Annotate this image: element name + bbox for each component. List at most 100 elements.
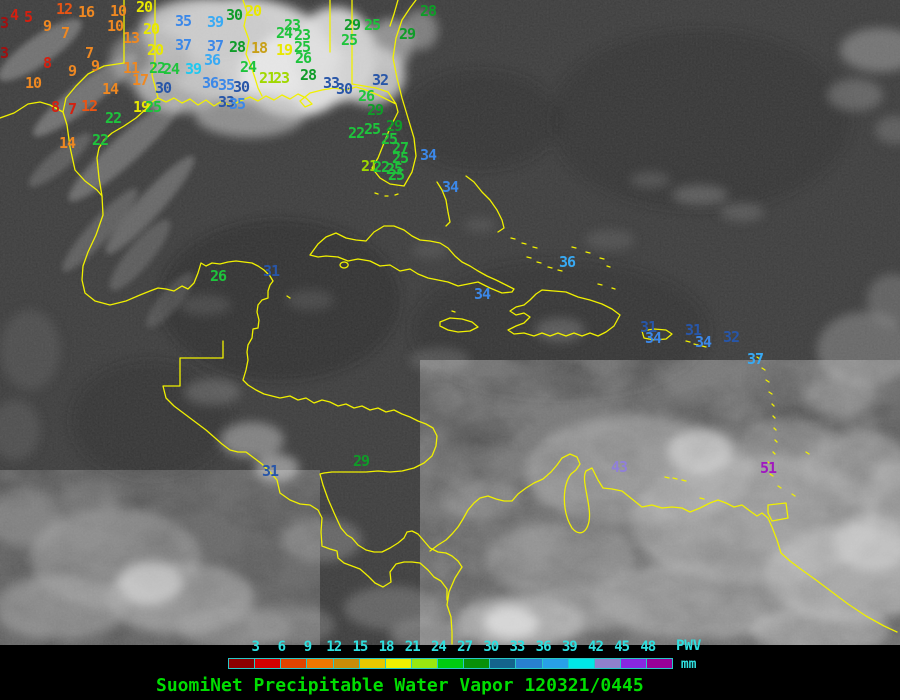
bottom-black-band — [0, 645, 900, 700]
coastline-north-america — [0, 0, 417, 197]
station-value: 8 — [43, 54, 52, 72]
station-value: 39 — [185, 60, 202, 78]
station-value: 28 — [420, 2, 437, 20]
station-value: 18 — [251, 39, 268, 57]
station-value: 5 — [24, 8, 33, 26]
station-value: 11 — [123, 59, 140, 77]
colorbar-segment — [647, 659, 673, 668]
station-value: 10 — [110, 2, 127, 20]
station-value: 23 — [294, 26, 311, 44]
station-value: 3 — [0, 14, 9, 32]
station-value: 3 — [0, 44, 9, 62]
station-value: 7 — [61, 24, 70, 42]
station-value: 37 — [747, 350, 764, 368]
station-value: 24 — [240, 58, 257, 76]
station-value: 23 — [273, 69, 290, 87]
station-value: 23 — [284, 16, 301, 34]
station-value: 30 — [226, 6, 243, 24]
station-value: 31 — [685, 321, 702, 339]
station-value: 14 — [102, 80, 119, 98]
station-value: 22 — [105, 109, 122, 127]
colorbar-segment — [229, 659, 255, 668]
station-value: 30 — [155, 79, 172, 97]
station-value: 30 — [336, 80, 353, 98]
colorbar-segment — [568, 659, 594, 668]
station-value: 26 — [210, 267, 227, 285]
station-value: 29 — [367, 101, 384, 119]
image-grain — [0, 0, 900, 645]
colorbar-segment — [464, 659, 490, 668]
station-value: 32 — [723, 328, 740, 346]
colorbar-unit-pwv: PWV — [676, 638, 702, 654]
station-value: 8 — [51, 98, 60, 116]
colorbar-segment — [594, 659, 620, 668]
station-value: 9 — [43, 17, 52, 35]
station-value: 10 — [107, 17, 124, 35]
colorbar-tick: 39 — [561, 639, 578, 655]
station-value: 17 — [132, 71, 149, 89]
station-value: 29 — [399, 25, 416, 43]
colorbar-segment — [255, 659, 281, 668]
station-value: 13 — [123, 29, 140, 47]
station-value: 21 — [361, 157, 378, 175]
station-value: 22 — [348, 124, 365, 142]
station-value: 22 — [373, 158, 390, 176]
colorbar-tick: 42 — [588, 639, 604, 655]
station-value: 20 — [245, 2, 262, 20]
station-value: 31 — [263, 262, 280, 280]
station-value: 35 — [218, 76, 235, 94]
station-value: 34 — [420, 146, 437, 164]
colorbar-segment — [411, 659, 437, 668]
colorbar-unit-mm: mm — [680, 657, 697, 672]
colorbar-unit: PWV mm — [676, 638, 701, 672]
colorbar-segment — [438, 659, 464, 668]
colorbar-tick: 45 — [614, 639, 630, 655]
colorbar-tick: 15 — [352, 639, 368, 655]
station-value: 28 — [229, 38, 246, 56]
station-value: 7 — [85, 44, 94, 62]
station-value: 30 — [233, 78, 250, 96]
station-value: 4 — [10, 6, 19, 24]
station-value: 36 — [204, 51, 221, 69]
station-value: 25 — [145, 98, 162, 116]
station-value: 19 — [133, 98, 150, 116]
station-value: 37 — [207, 37, 224, 55]
station-value: 14 — [59, 134, 76, 152]
station-value: 12 — [56, 0, 73, 18]
coastline-cuba — [309, 225, 515, 294]
station-value: 24 — [276, 24, 293, 42]
station-value: 25 — [294, 38, 311, 56]
coastline-hispaniola-jamaica-puertorico — [439, 289, 673, 341]
colorbar-tick: 18 — [378, 639, 395, 655]
station-value: 12 — [81, 97, 98, 115]
station-value: 34 — [442, 178, 459, 196]
colorbar-tick: 21 — [404, 639, 421, 655]
station-value: 16 — [78, 3, 95, 21]
station-value: 34 — [645, 329, 662, 347]
station-value: 34 — [474, 285, 491, 303]
colorbar-segment — [359, 659, 385, 668]
colorbar-tick: 27 — [457, 639, 473, 655]
station-value: 25 — [388, 166, 405, 184]
colorbar-tick: 36 — [535, 639, 552, 655]
colorbar-segment — [281, 659, 307, 668]
product-title: SuomiNet Precipitable Water Vapor 120321… — [156, 675, 644, 696]
station-value: 26 — [295, 49, 312, 67]
station-value: 31 — [262, 462, 279, 480]
colorbar-segment — [490, 659, 516, 668]
colorbar-tick: 6 — [277, 639, 287, 655]
station-value: 34 — [695, 333, 712, 351]
station-value: 25 — [364, 120, 381, 138]
station-value: 20 — [147, 41, 164, 59]
colorbar-ticks: 3 6 9 12 15 18 21 24 27 30 33 36 39 42 45 48 — [0, 640, 900, 654]
station-value: 25 — [392, 149, 409, 167]
coastline-bahamas — [436, 175, 616, 290]
station-value: 9 — [91, 57, 100, 75]
station-value: 22 — [92, 131, 109, 149]
station-value: 35 — [175, 12, 192, 30]
station-value: 31 — [640, 318, 657, 336]
station-value: 9 — [68, 62, 77, 80]
colorbar-tick: 3 — [251, 639, 260, 655]
station-value: 29 — [344, 16, 361, 34]
station-value: 20 — [136, 0, 153, 16]
